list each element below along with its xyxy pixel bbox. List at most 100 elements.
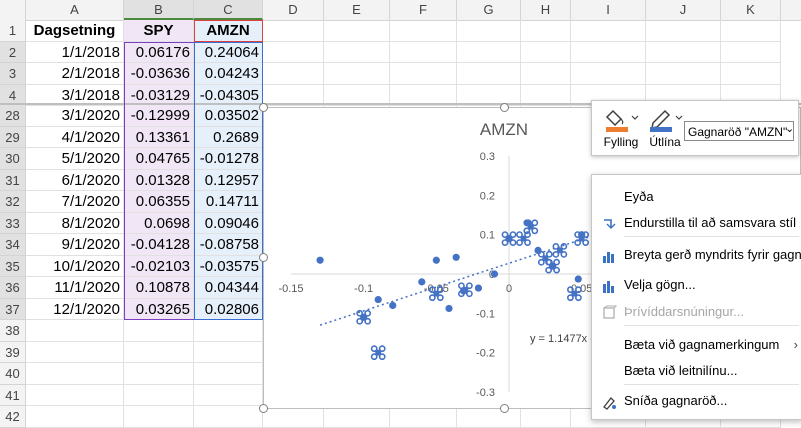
date-cell[interactable]: 3/1/2018 (26, 84, 124, 106)
row-header[interactable]: 39 (0, 341, 26, 363)
spy-cell[interactable]: 0.06176 (124, 41, 194, 63)
column-header-i[interactable]: I (571, 0, 646, 20)
resize-handle-top-left[interactable] (259, 103, 268, 112)
data-point[interactable] (445, 304, 453, 313)
empty-cell[interactable] (390, 41, 457, 63)
fill-button[interactable]: Fylling (596, 105, 646, 153)
row-header[interactable]: 37 (0, 298, 26, 320)
spy-cell[interactable]: -0.04128 (124, 234, 194, 256)
resize-handle-left[interactable] (259, 253, 268, 262)
row-header[interactable]: 29 (0, 126, 26, 148)
chart-title[interactable]: AMZN (479, 120, 529, 139)
plot-area[interactable]: -0.15-0.1-0.0500.050.30.20.10-0.1-0.2-0.… (264, 108, 801, 410)
data-point[interactable] (389, 301, 397, 310)
date-cell[interactable]: 11/1/2020 (26, 277, 124, 299)
selected-point-marker[interactable] (566, 286, 582, 302)
selected-point-marker[interactable] (545, 258, 560, 274)
amzn-cell[interactable]: -0.04305 (194, 84, 263, 106)
resize-handle-bottom[interactable] (500, 404, 509, 413)
date-cell[interactable]: 7/1/2020 (26, 191, 124, 213)
amzn-cell[interactable]: 0.14711 (194, 191, 263, 213)
chevron-down-icon[interactable]: ⌄ (785, 123, 795, 135)
empty-cell[interactable] (521, 41, 571, 63)
date-cell[interactable]: 2/1/2018 (26, 63, 124, 85)
spy-cell[interactable] (124, 320, 194, 342)
date-cell[interactable]: 1/1/2018 (26, 41, 124, 63)
spy-cell[interactable]: -0.02103 (124, 255, 194, 277)
empty-cell[interactable] (457, 20, 521, 42)
empty-cell[interactable] (521, 63, 571, 85)
empty-cell[interactable] (324, 63, 390, 85)
empty-cell[interactable] (571, 41, 646, 63)
empty-cell[interactable] (324, 20, 390, 42)
resize-handle-bottom-left[interactable] (259, 404, 268, 413)
menu-item-8[interactable]: Sníða gagnaröð... (592, 388, 801, 414)
empty-cell[interactable] (521, 20, 571, 42)
empty-cell[interactable] (390, 63, 457, 85)
amzn-cell[interactable] (194, 406, 263, 428)
empty-cell[interactable] (263, 41, 324, 63)
selected-point-marker[interactable] (356, 309, 372, 325)
empty-cell[interactable] (263, 20, 324, 42)
empty-cell[interactable] (521, 84, 571, 106)
menu-item-4[interactable]: Velja gögn... (592, 272, 801, 298)
date-cell[interactable] (26, 341, 124, 363)
date-cell[interactable]: 12/1/2020 (26, 298, 124, 320)
empty-cell[interactable] (721, 41, 781, 63)
spy-cell[interactable]: -0.03129 (124, 84, 194, 106)
row-header[interactable]: 38 (0, 320, 26, 342)
date-cell[interactable]: 6/1/2020 (26, 169, 124, 191)
spy-cell[interactable]: 0.04765 (124, 148, 194, 170)
date-cell[interactable] (26, 320, 124, 342)
row-header[interactable]: 3 (0, 63, 26, 85)
column-header-e[interactable]: E (324, 0, 390, 20)
menu-item-6[interactable]: Bæta við gagnamerkingum › (592, 332, 801, 358)
data-point[interactable] (534, 246, 542, 254)
row-header[interactable]: 35 (0, 255, 26, 277)
spy-cell[interactable] (124, 363, 194, 385)
column-header-h[interactable]: H (521, 0, 571, 20)
empty-cell[interactable] (390, 20, 457, 42)
column-header-k[interactable]: K (721, 0, 781, 20)
date-cell[interactable]: 9/1/2020 (26, 234, 124, 256)
spy-cell[interactable]: 0.10878 (124, 277, 194, 299)
selected-point-marker[interactable] (523, 219, 539, 235)
empty-cell[interactable] (721, 63, 781, 85)
selected-point-marker[interactable] (552, 242, 568, 258)
spy-cell[interactable]: 0.06355 (124, 191, 194, 213)
amzn-cell[interactable]: 0.03502 (194, 105, 263, 127)
amzn-cell[interactable] (194, 363, 263, 385)
date-cell[interactable]: 4/1/2020 (26, 126, 124, 148)
header-cell-spy[interactable]: SPY (124, 20, 194, 42)
row-header[interactable]: 32 (0, 191, 26, 213)
amzn-cell[interactable]: 0.04344 (194, 277, 263, 299)
column-header-d[interactable]: D (263, 0, 324, 20)
selected-point-marker[interactable] (501, 231, 517, 246)
date-cell[interactable] (26, 384, 124, 406)
resize-handle-top[interactable] (500, 103, 509, 112)
row-header[interactable]: 30 (0, 148, 26, 170)
data-point[interactable] (374, 295, 382, 304)
empty-cell[interactable] (571, 20, 646, 42)
data-point[interactable] (418, 278, 426, 286)
selected-point-marker[interactable] (516, 231, 531, 246)
amzn-cell[interactable]: 0.04243 (194, 63, 263, 85)
empty-cell[interactable] (646, 63, 721, 85)
empty-cell[interactable] (646, 41, 721, 63)
spy-cell[interactable] (124, 406, 194, 428)
date-cell[interactable]: 3/1/2020 (26, 105, 124, 127)
empty-cell[interactable] (646, 20, 721, 42)
empty-cell[interactable] (571, 63, 646, 85)
column-header-f[interactable]: F (390, 0, 457, 20)
menu-item-7[interactable]: Bæta við leitnilínu... (592, 358, 801, 384)
data-point[interactable] (452, 253, 460, 261)
date-cell[interactable]: 5/1/2020 (26, 148, 124, 170)
selected-point-marker[interactable] (370, 345, 386, 361)
empty-cell[interactable] (390, 84, 457, 106)
empty-cell[interactable] (721, 20, 781, 42)
amzn-cell[interactable]: 0.24064 (194, 41, 263, 63)
row-header[interactable]: 41 (0, 384, 26, 406)
empty-cell[interactable] (457, 84, 521, 106)
row-header[interactable]: 28 (0, 105, 26, 127)
